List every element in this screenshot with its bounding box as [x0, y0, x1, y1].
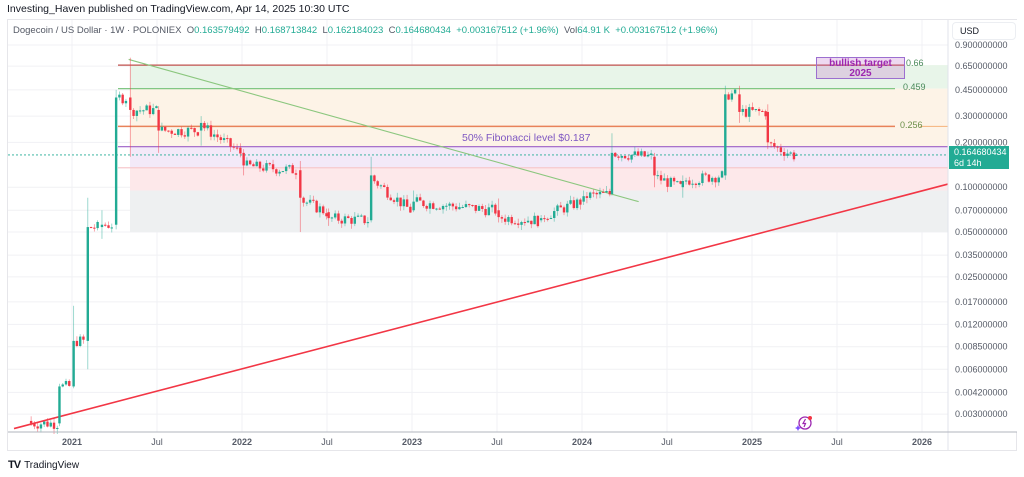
price-tick-label: 0.050000000: [955, 227, 1008, 237]
time-tick-label: Jul: [321, 437, 333, 447]
time-tick-label: Jul: [151, 437, 163, 447]
high-value: 0.168713842: [261, 25, 318, 36]
price-tick-label: 0.012000000: [955, 319, 1008, 329]
fibonacci-note: 50% Fibonacci level $0.187: [462, 132, 591, 144]
fib-zone: [130, 65, 948, 89]
price-tick-label: 0.008500000: [955, 342, 1008, 352]
bullish-target-line1: bullish target: [829, 58, 892, 69]
tradingview-mark-icon: TV: [8, 459, 21, 471]
vol-label: Vol: [563, 25, 578, 36]
current-price: 0.164680434: [954, 147, 1007, 157]
time-tick-label: 2025: [742, 437, 762, 447]
fib-zone: [130, 88, 948, 127]
current-price-tag: 0.164680434 6d 14h: [949, 146, 1009, 169]
lightning-assistant-icon[interactable]: [795, 414, 813, 432]
low-value: 0.162184023: [327, 25, 384, 36]
change-value: +0.003167512 (+1.96%): [456, 25, 559, 36]
support-trendline[interactable]: [13, 183, 949, 430]
price-tick-label: 0.006000000: [955, 364, 1008, 374]
price-tick-label: 0.017000000: [955, 297, 1008, 307]
price-tick-label: 0.200000000: [955, 137, 1008, 147]
time-tick-label: 2024: [572, 437, 592, 447]
fib-level-066: 0.66: [906, 58, 924, 68]
vol-change-value: +0.003167512 (+1.96%): [615, 25, 718, 36]
fib-level-0256: 0.256: [900, 120, 923, 130]
fib-zone: [130, 126, 948, 147]
published-by-line: Investing_Haven published on TradingView…: [7, 3, 350, 15]
price-tick-label: 0.650000000: [955, 61, 1008, 71]
price-axis[interactable]: 0.900000000 0.650000000 0.450000000 0.30000…: [947, 20, 1017, 450]
resistance-trendline[interactable]: [128, 58, 639, 203]
time-tick-label: 2026: [912, 437, 932, 447]
open-label: O: [186, 25, 195, 36]
tradingview-logo[interactable]: TV TradingView: [8, 459, 79, 471]
time-tick-label: Jul: [661, 437, 673, 447]
time-tick-label: Jul: [831, 437, 843, 447]
fib-zone: [130, 146, 948, 168]
open-value: 0.163579492: [194, 25, 250, 36]
price-tick-label: 0.300000000: [955, 111, 1008, 121]
time-tick-label: Jul: [491, 437, 503, 447]
fibonacci-levels: [118, 64, 948, 169]
time-tick-label: 2023: [402, 437, 422, 447]
bullish-target-box: bullish target 2025: [816, 57, 905, 79]
currency-selector[interactable]: USD: [952, 22, 1016, 40]
close-label: C: [388, 25, 396, 36]
price-tick-label: 0.070000000: [955, 205, 1008, 215]
low-label: L: [322, 25, 328, 36]
price-tick-label: 0.100000000: [955, 182, 1008, 192]
price-tick-label: 0.025000000: [955, 272, 1008, 282]
symbol-legend: Dogecoin / US Dollar · 1W · POLONIEX O0.…: [13, 25, 718, 36]
bar-countdown: 6d 14h: [954, 158, 982, 168]
bullish-target-line2: 2025: [849, 67, 872, 79]
fibonacci-zones: [130, 65, 948, 233]
tradingview-brand: TradingView: [24, 459, 80, 471]
price-tick-label: 0.450000000: [955, 85, 1008, 95]
price-tick-label: 0.004200000: [955, 387, 1008, 397]
symbol-name[interactable]: Dogecoin / US Dollar · 1W · POLONIEX: [13, 25, 182, 36]
vol-value: 64.91 K: [577, 25, 610, 36]
close-value: 0.164680434: [395, 25, 451, 36]
candles: [29, 57, 798, 435]
fib-level-0459: 0.459: [903, 82, 926, 92]
time-axis[interactable]: 2021 Jul 2022 Jul 2023 Jul 2024 Jul 2025 Jul 2026: [8, 431, 1017, 447]
fib-zone: [130, 167, 948, 191]
price-tick-label: 0.900000000: [955, 40, 1008, 50]
time-tick-label: 2021: [62, 437, 82, 447]
time-tick-label: 2022: [232, 437, 252, 447]
price-tick-label: 0.003000000: [955, 409, 1008, 419]
high-label: H: [254, 25, 262, 36]
price-tick-label: 0.035000000: [955, 250, 1008, 260]
